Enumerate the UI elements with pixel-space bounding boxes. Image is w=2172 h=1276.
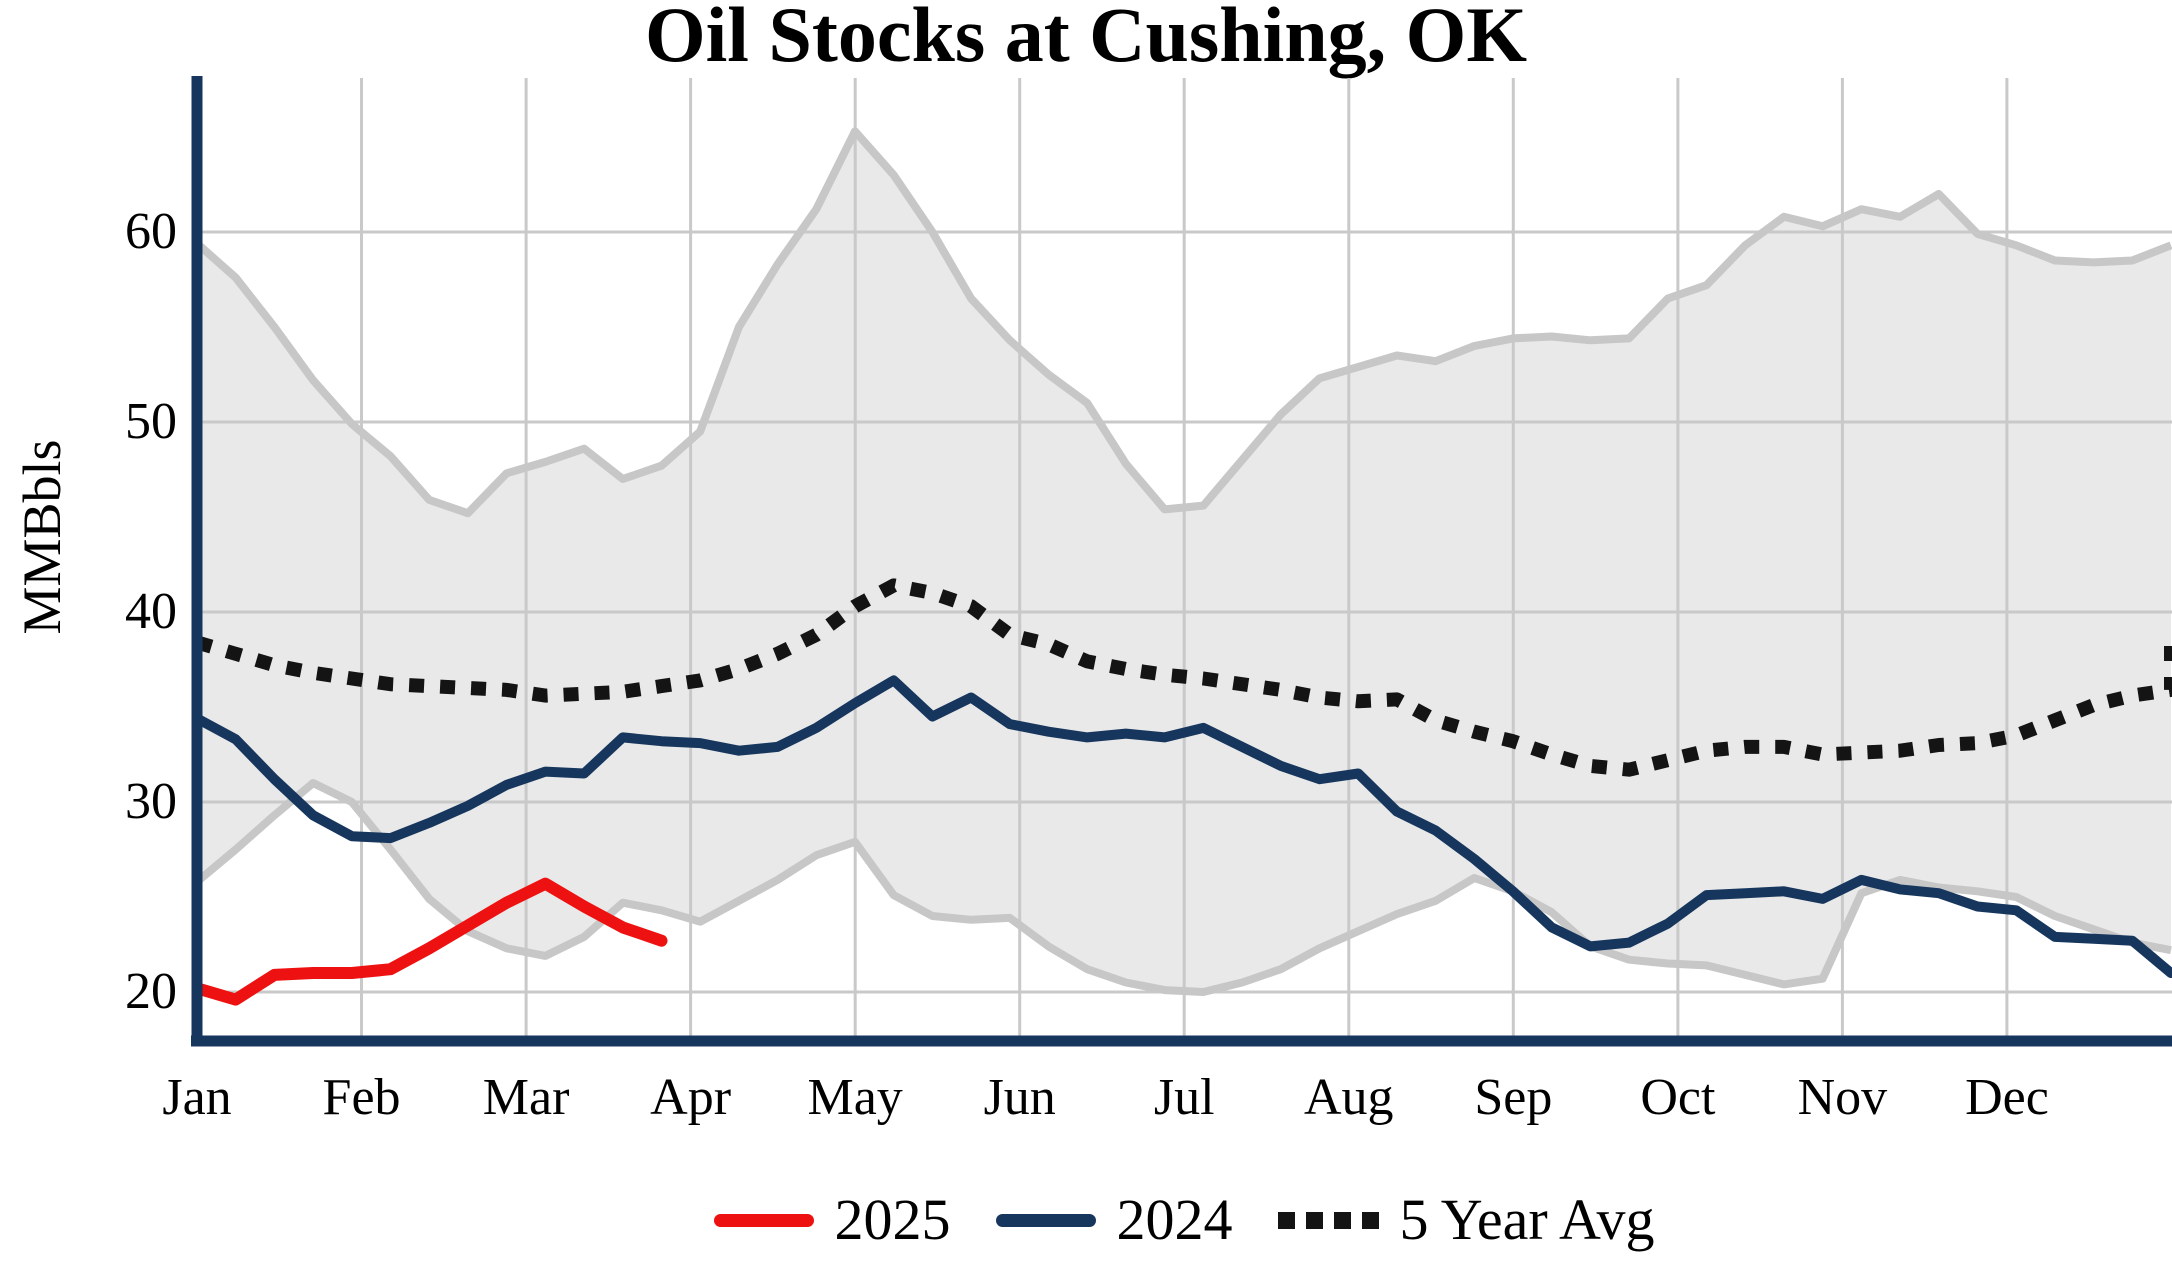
line-2025 [197,877,668,1006]
chart-title: Oil Stocks at Cushing, OK [644,0,1528,78]
dotted-swatch-dot [1362,1211,1380,1229]
x-tick-label: Oct [1640,1069,1716,1126]
line-5yr-avg [197,578,2172,777]
y-tick-label: 20 [125,963,177,1020]
dotted-swatch-dot [1278,1211,1296,1229]
x-tick-label: Feb [322,1069,401,1126]
x-tick-label: Apr [650,1069,732,1126]
legend-label: 5 Year Avg [1399,1187,1655,1252]
x-tick-label: Sep [1474,1069,1553,1126]
red-line-swatch-icon [714,1213,815,1227]
x-tick-label: Dec [1965,1069,2049,1126]
band-outline-bottom [197,779,2172,996]
x-tick-label: Jan [162,1069,232,1126]
x-tick-label: May [807,1069,903,1126]
y-tick-label: 30 [125,773,177,830]
plot-series-group [197,78,2172,1041]
x-tick-label: Nov [1797,1069,1888,1126]
y-tick-label: 40 [125,583,177,640]
x-tick-label: Aug [1303,1069,1394,1126]
legend: 2025 2024 5 Year Avg [197,1178,2172,1262]
legend-label: 2025 [834,1187,951,1252]
x-tick-label: Mar [482,1069,570,1126]
y-tick-label: 60 [125,203,177,260]
y-tick-label: 50 [125,393,177,450]
legend-label: 2024 [1116,1187,1233,1252]
dotted-swatch-dot [1306,1211,1324,1229]
x-tick-label: Jul [1153,1069,1215,1126]
dotted-line-swatch-icon [1278,1211,1380,1229]
dotted-swatch-dot [1334,1211,1352,1229]
line-2024 [197,675,2172,978]
navy-line-swatch-icon [996,1213,1097,1227]
legend-item-5yr-avg: 5 Year Avg [1278,1178,1655,1262]
legend-item-2025: 2025 [714,1178,950,1262]
x-tick-label: Jun [983,1069,1056,1126]
legend-item-2024: 2024 [996,1178,1232,1262]
band-outline-top [197,127,2172,518]
